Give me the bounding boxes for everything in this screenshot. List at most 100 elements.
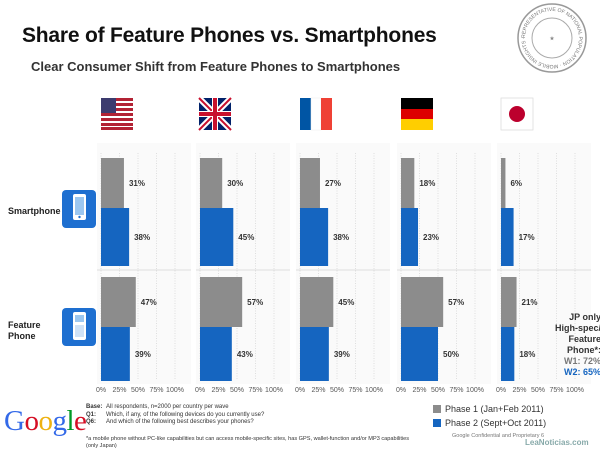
jp-note: JP only High-spec/ Feature Phone*: W1: 7… <box>543 312 600 378</box>
base-note-line: Q1: Which, if any, of the following devic… <box>86 412 416 420</box>
x-tick-label: 75% <box>248 387 262 394</box>
france-flag-icon <box>300 97 332 131</box>
x-tick-label: 100% <box>166 387 184 394</box>
x-tick-label: 75% <box>149 387 163 394</box>
bar-phase2 <box>300 208 329 266</box>
confidential-note: Google Confidential and Proprietary 6 <box>452 433 544 439</box>
x-tick-label: 25% <box>211 387 225 394</box>
bar-phase1 <box>300 277 334 327</box>
x-tick-label: 0% <box>96 387 106 394</box>
x-tick-label: 75% <box>449 387 463 394</box>
google-logo-letter: l <box>66 405 75 437</box>
data-label-phase1: 45% <box>338 298 354 307</box>
data-label-phase1: 18% <box>419 179 435 188</box>
legend-phase1: Phase 1 (Jan+Feb 2011) <box>433 404 544 414</box>
jp-note-line2: High-spec/ Feature Phone*: <box>554 323 600 355</box>
x-tick-label: 100% <box>365 387 383 394</box>
footnote: *a mobile phone without PC-like capabili… <box>86 436 410 449</box>
data-label-phase2: 50% <box>443 350 459 359</box>
x-tick-label: 25% <box>311 387 325 394</box>
x-tick-label: 100% <box>466 387 484 394</box>
bar-phase2 <box>501 327 515 381</box>
base-note-text: Which, if any, of the following devices … <box>106 411 265 418</box>
x-tick-label: 0% <box>195 387 205 394</box>
base-note-key: Base: <box>86 404 103 410</box>
germany-flag-icon <box>401 98 433 130</box>
jp-note-line1: JP only <box>569 312 600 322</box>
japan-flag-icon <box>500 97 534 131</box>
data-label-phase1: 57% <box>247 298 263 307</box>
data-label-phase1: 21% <box>522 298 538 307</box>
data-label-phase2: 39% <box>334 350 350 359</box>
bar-phase1 <box>200 277 243 327</box>
data-label-phase1: 31% <box>129 179 145 188</box>
bar-phase2 <box>101 327 130 381</box>
data-label-phase2: 23% <box>423 233 439 242</box>
bar-phase2 <box>401 208 419 266</box>
google-logo-letter: G <box>4 405 25 437</box>
base-note-line: Base: All respondents, n=2000 per country… <box>86 404 416 412</box>
base-note-key: Q6: <box>86 419 97 425</box>
x-tick-label: 0% <box>496 387 506 394</box>
data-label-phase2: 38% <box>134 233 150 242</box>
row-label-smartphone: Smartphone <box>8 206 61 216</box>
data-label-phase1: 30% <box>227 179 243 188</box>
base-note-text: All respondents, n=2000 per country per … <box>106 404 229 410</box>
x-tick-label: 0% <box>396 387 406 394</box>
base-note-text: And which of the following best describe… <box>106 419 254 425</box>
data-label-phase2: 18% <box>519 350 535 359</box>
bar-phase1 <box>101 158 124 208</box>
bar-phase2 <box>200 327 232 381</box>
google-logo: Google <box>4 405 87 438</box>
base-note-key: Q1: <box>86 411 97 418</box>
bar-phase1 <box>401 158 415 208</box>
data-label-phase1: 57% <box>448 298 464 307</box>
base-note-line: Q6: And which of the following best descr… <box>86 419 416 427</box>
data-label-phase1: 47% <box>141 298 157 307</box>
google-logo-letter: o <box>38 405 53 437</box>
uk-flag-icon <box>196 95 234 133</box>
bar-phase1 <box>300 158 320 208</box>
x-tick-label: 50% <box>230 387 244 394</box>
bar-phase2 <box>401 327 438 381</box>
chart-subtitle: Clear Consumer Shift from Feature Phones… <box>31 59 401 74</box>
legend-label-phase1: Phase 1 (Jan+Feb 2011) <box>445 404 544 414</box>
svg-text:★: ★ <box>550 36 555 42</box>
x-tick-label: 75% <box>348 387 362 394</box>
x-tick-label: 50% <box>131 387 145 394</box>
bar-phase1 <box>200 158 223 208</box>
data-label-phase2: 38% <box>333 233 349 242</box>
page-number: 6 <box>540 433 545 439</box>
chart-title: Share of Feature Phones vs. Smartphones <box>22 24 437 47</box>
confidential-text: Google Confidential and Proprietary <box>452 433 540 439</box>
x-tick-label: 25% <box>512 387 526 394</box>
bar-phase1 <box>101 277 136 327</box>
google-logo-letter: e <box>74 405 87 437</box>
base-notes: Base: All respondents, n=2000 per country… <box>86 404 416 427</box>
x-tick-label: 0% <box>295 387 305 394</box>
x-tick-label: 75% <box>549 387 563 394</box>
x-tick-label: 50% <box>330 387 344 394</box>
x-tick-label: 100% <box>265 387 283 394</box>
data-label-phase2: 43% <box>237 350 253 359</box>
bar-phase1 <box>401 277 444 327</box>
legend-label-phase2: Phase 2 (Sept+Oct 2011) <box>445 418 547 428</box>
legend-phase2: Phase 2 (Sept+Oct 2011) <box>433 418 546 428</box>
feature-phone-icon <box>62 308 96 346</box>
bar-phase2 <box>501 208 514 266</box>
bar-phase2 <box>101 208 130 266</box>
legend-swatch-phase2 <box>433 419 441 427</box>
x-tick-label: 100% <box>566 387 584 394</box>
legend-swatch-phase1 <box>433 405 441 413</box>
x-tick-label: 50% <box>431 387 445 394</box>
jp-note-w1: W1: 72% <box>563 356 600 366</box>
data-label-phase2: 39% <box>135 350 151 359</box>
us-flag-icon <box>101 98 133 130</box>
data-label-phase1: 6% <box>510 179 522 188</box>
x-tick-label: 25% <box>112 387 126 394</box>
smartphone-icon <box>62 190 96 228</box>
bar-phase1 <box>501 277 517 327</box>
bar-phase2 <box>200 208 234 266</box>
data-label-phase1: 27% <box>325 179 341 188</box>
